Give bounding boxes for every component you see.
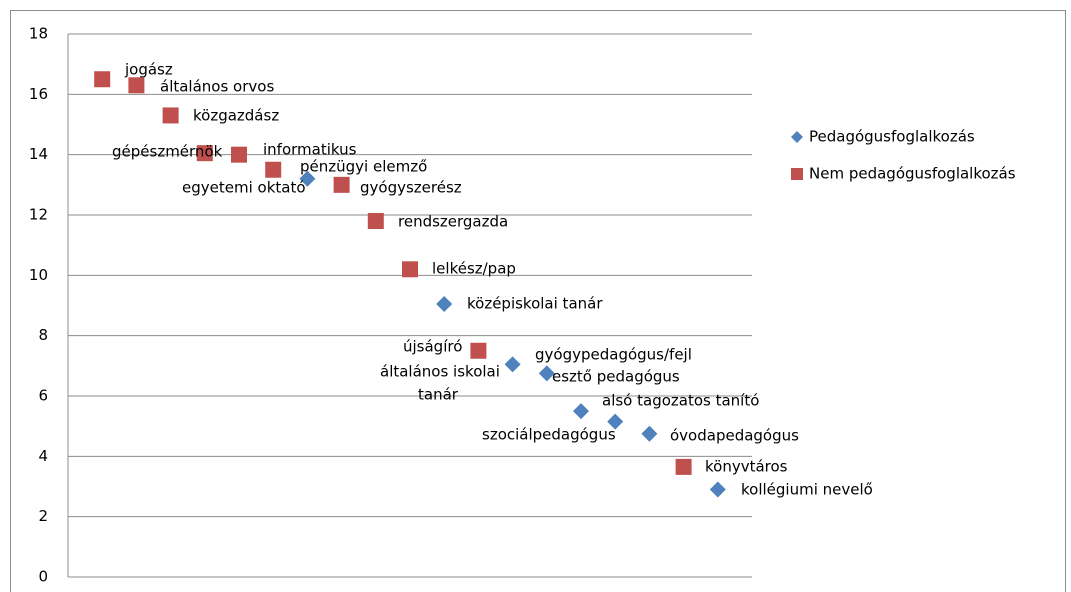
point [402, 261, 418, 278]
chart-frame [10, 10, 1066, 592]
point [675, 458, 692, 475]
point-label: újságíró [403, 338, 462, 356]
y-tick-label: 8 [38, 326, 48, 344]
point [94, 71, 111, 88]
point-label: informatikus [263, 141, 357, 159]
legend-label: Nem pedagógusfoglalkozás [809, 165, 1016, 183]
y-tick-label: 10 [29, 266, 48, 284]
y-tick-label: 6 [38, 387, 48, 405]
point-label: általános orvos [160, 78, 274, 96]
point-label: lelkész/pap [432, 260, 516, 278]
point [265, 161, 282, 178]
point-label: gyógypedagógus/fejl [535, 346, 692, 364]
legend-marker [791, 131, 803, 143]
y-tick-label: 16 [29, 85, 48, 103]
point [607, 413, 624, 430]
point-label: óvodapedagógus [670, 427, 799, 445]
point-label: közgazdász [193, 107, 279, 125]
point [641, 425, 658, 442]
point [162, 107, 179, 124]
point-label: középiskolai tanár [467, 295, 603, 313]
point [538, 365, 555, 382]
point [333, 176, 350, 193]
point-label: általános iskolai [380, 363, 500, 381]
legend-marker [791, 168, 803, 180]
point [436, 295, 453, 312]
point-label: gyógyszerész [360, 179, 462, 197]
point-label: könyvtáros [705, 458, 788, 476]
legend-label: Pedagógusfoglalkozás [809, 128, 975, 146]
point-label: tanár [418, 386, 459, 404]
point [128, 77, 145, 94]
point [709, 481, 726, 498]
point [196, 145, 213, 162]
point-label: alsó tagozatos tanító [602, 392, 759, 410]
point-label: szociálpedagógus [482, 426, 616, 444]
point-label: pénzügyi elemző [300, 158, 427, 176]
point-label: rendszergazda [398, 213, 508, 231]
point [231, 146, 247, 163]
y-tick-label: 14 [29, 145, 48, 163]
y-tick-label: 2 [38, 507, 48, 525]
point-label: jogász [124, 61, 173, 79]
point [367, 213, 384, 230]
point [573, 403, 589, 420]
y-tick-label: 0 [38, 568, 48, 586]
y-tick-label: 12 [29, 206, 48, 224]
point-label: gépészmérnök [112, 143, 223, 161]
y-tick-label: 18 [29, 25, 48, 43]
y-tick-label: 4 [38, 447, 48, 465]
point-label: kollégiumi nevelő [741, 481, 873, 499]
point [470, 342, 487, 359]
point [504, 356, 521, 373]
point [299, 170, 316, 187]
point-label: egyetemi oktató [182, 179, 306, 197]
point-label: esztő pedagógus [552, 368, 680, 386]
